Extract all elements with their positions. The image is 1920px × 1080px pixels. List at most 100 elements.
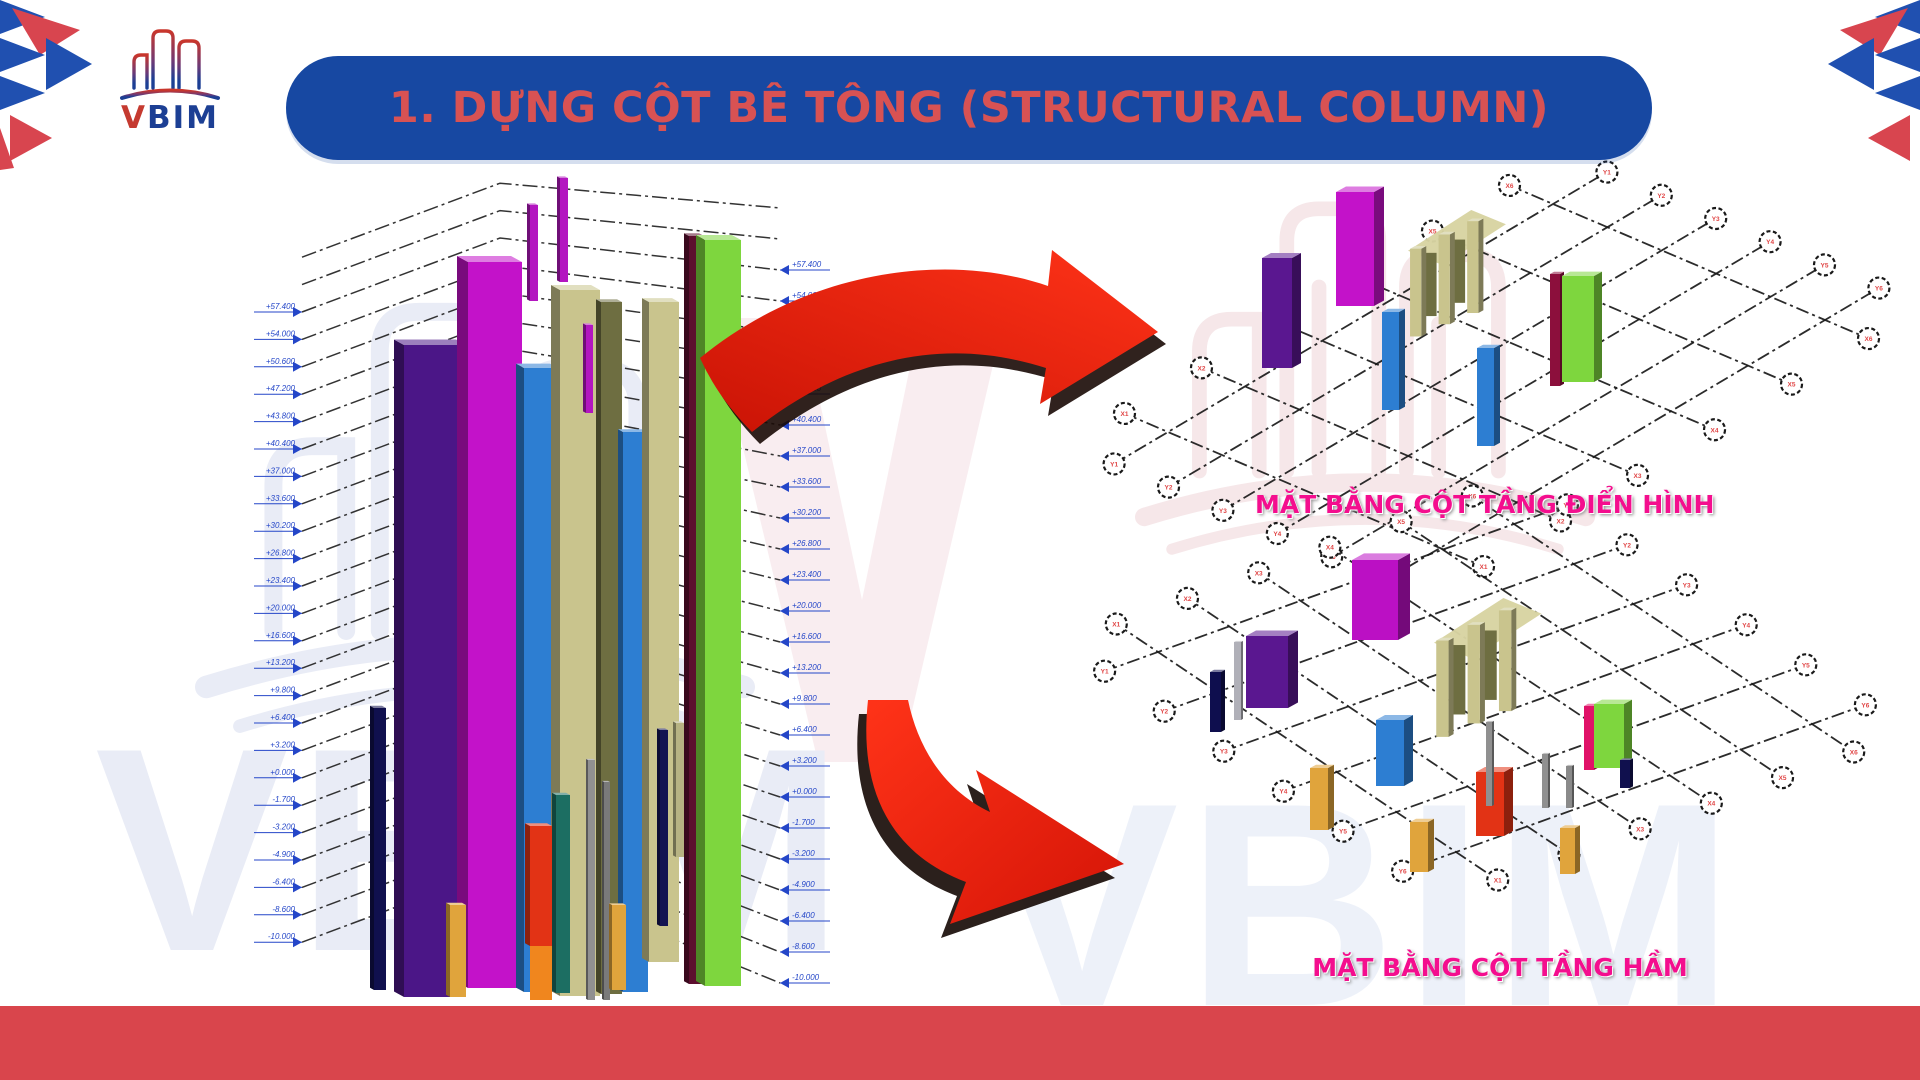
svg-text:X4: X4 — [1711, 427, 1719, 434]
svg-text:Y3: Y3 — [1712, 216, 1720, 223]
svg-text:X3: X3 — [1636, 826, 1644, 833]
svg-text:+57.400: +57.400 — [792, 260, 822, 269]
svg-text:+43.800: +43.800 — [266, 412, 296, 421]
svg-text:X6: X6 — [1865, 336, 1873, 343]
svg-text:+37.000: +37.000 — [792, 446, 822, 455]
svg-text:+50.600: +50.600 — [266, 357, 296, 366]
svg-text:+9.800: +9.800 — [792, 694, 817, 703]
svg-text:-1.700: -1.700 — [272, 795, 295, 804]
svg-text:+40.400: +40.400 — [792, 415, 822, 424]
svg-text:X1: X1 — [1121, 411, 1129, 418]
svg-text:Y6: Y6 — [1399, 869, 1407, 876]
svg-text:Y1: Y1 — [1101, 669, 1109, 676]
svg-text:+26.800: +26.800 — [266, 549, 296, 558]
svg-text:Y5: Y5 — [1339, 829, 1347, 836]
svg-text:X5: X5 — [1779, 775, 1787, 782]
svg-text:+13.200: +13.200 — [266, 658, 296, 667]
svg-text:+33.600: +33.600 — [792, 477, 822, 486]
corner-triangles-top-left — [0, 0, 92, 170]
arrow-to-basement-plan — [857, 700, 1124, 938]
svg-text:+13.200: +13.200 — [792, 663, 822, 672]
svg-text:+47.200: +47.200 — [266, 384, 296, 393]
svg-text:X1: X1 — [1494, 878, 1502, 885]
svg-text:X3: X3 — [1634, 473, 1642, 480]
svg-text:X6: X6 — [1850, 750, 1858, 757]
svg-text:X6: X6 — [1468, 494, 1476, 501]
svg-text:Y1: Y1 — [1563, 502, 1571, 509]
svg-text:Y4: Y4 — [1273, 531, 1281, 538]
svg-text:X6: X6 — [1506, 183, 1514, 190]
svg-text:+30.200: +30.200 — [792, 508, 822, 517]
svg-text:+3.200: +3.200 — [270, 740, 295, 749]
svg-text:+23.400: +23.400 — [792, 570, 822, 579]
slide-title-banner: 1. DỰNG CỘT BÊ TÔNG (STRUCTURAL COLUMN) — [286, 56, 1652, 160]
svg-text:X5: X5 — [1429, 229, 1437, 236]
svg-text:-1.700: -1.700 — [792, 818, 815, 827]
svg-text:X5: X5 — [1397, 519, 1405, 526]
caption-typical-floor-plan: MẶT BẰNG CỘT TẦNG ĐIỂN HÌNH — [1255, 490, 1715, 519]
svg-text:Y1: Y1 — [1110, 461, 1118, 468]
svg-text:+33.600: +33.600 — [266, 494, 296, 503]
svg-text:+26.800: +26.800 — [792, 539, 822, 548]
svg-text:-4.900: -4.900 — [792, 880, 815, 889]
svg-text:Y2: Y2 — [1160, 709, 1168, 716]
svg-text:+20.000: +20.000 — [266, 603, 296, 612]
vbim-logo-icon — [120, 29, 220, 100]
svg-text:X5: X5 — [1788, 382, 1796, 389]
svg-text:+20.000: +20.000 — [792, 601, 822, 610]
svg-text:-10.000: -10.000 — [268, 932, 296, 941]
svg-text:-8.600: -8.600 — [792, 942, 815, 951]
svg-text:+9.800: +9.800 — [270, 686, 295, 695]
svg-text:+54.000: +54.000 — [792, 291, 822, 300]
svg-text:+0.000: +0.000 — [270, 768, 295, 777]
svg-text:Y2: Y2 — [1165, 485, 1173, 492]
svg-text:X3: X3 — [1255, 570, 1263, 577]
svg-text:-6.400: -6.400 — [792, 911, 815, 920]
svg-text:Y5: Y5 — [1821, 262, 1829, 269]
svg-text:Y5: Y5 — [1802, 662, 1810, 669]
svg-text:+40.400: +40.400 — [266, 439, 296, 448]
svg-text:X1: X1 — [1480, 564, 1488, 571]
svg-text:+30.200: +30.200 — [266, 521, 296, 530]
svg-text:+23.400: +23.400 — [266, 576, 296, 585]
caption-basement-floor-plan: MẶT BẰNG CỘT TẦNG HẦM — [1312, 953, 1688, 982]
svg-text:Y3: Y3 — [1220, 749, 1228, 756]
columns-basement — [1210, 553, 1633, 874]
svg-text:-3.200: -3.200 — [272, 823, 295, 832]
svg-text:-6.400: -6.400 — [272, 877, 295, 886]
svg-text:-4.900: -4.900 — [272, 850, 295, 859]
watermark-pink-v — [712, 318, 1004, 762]
svg-text:Y3: Y3 — [1683, 582, 1691, 589]
svg-text:Y4: Y4 — [1742, 622, 1750, 629]
svg-text:Y6: Y6 — [1861, 702, 1869, 709]
vbim-logo-text: VBIM — [120, 100, 219, 136]
structural-columns-3d — [370, 176, 741, 1000]
svg-text:+16.600: +16.600 — [266, 631, 296, 640]
svg-text:Y6: Y6 — [1875, 286, 1883, 293]
svg-text:Y2: Y2 — [1623, 542, 1631, 549]
slide-title: 1. DỰNG CỘT BÊ TÔNG (STRUCTURAL COLUMN) — [388, 83, 1550, 133]
arrow-body — [700, 250, 1158, 432]
svg-text:X2: X2 — [1184, 596, 1192, 603]
svg-text:+6.400: +6.400 — [792, 725, 817, 734]
svg-text:+16.600: +16.600 — [792, 632, 822, 641]
arrow-body — [866, 700, 1124, 924]
svg-text:X2: X2 — [1198, 365, 1206, 372]
left-3d-column-view: +57.400+57.400+54.000+54.000+50.600+50.6… — [254, 176, 830, 1000]
svg-text:-10.000: -10.000 — [792, 973, 820, 982]
svg-text:+54.000: +54.000 — [266, 329, 296, 338]
svg-text:Y2: Y2 — [1657, 193, 1665, 200]
svg-text:X2: X2 — [1557, 518, 1565, 525]
svg-text:Y4: Y4 — [1766, 239, 1774, 246]
arrow-to-typical-plan — [700, 250, 1166, 444]
typical-floor-plan-view: Y1Y1Y2Y2Y3Y3Y4Y4Y5Y5Y6Y6X1X1X2X2X3X3X4X4… — [1102, 160, 1891, 592]
svg-text:X1: X1 — [1112, 622, 1120, 629]
svg-text:X4: X4 — [1707, 801, 1715, 808]
corner-triangles-top-right — [1828, 0, 1920, 161]
svg-text:Y4: Y4 — [1279, 789, 1287, 796]
svg-text:-3.200: -3.200 — [792, 849, 815, 858]
basement-floor-plan-view: Y1 Y1 Y2 Y2 Y3 Y3 Y4 Y4 Y5 Y5 Y6 Y6 X1 X1 X2 X2 X3 X3 X4 X4… — [1092, 484, 1878, 892]
columns-typical — [1262, 186, 1602, 446]
svg-text:X4: X4 — [1326, 545, 1334, 552]
